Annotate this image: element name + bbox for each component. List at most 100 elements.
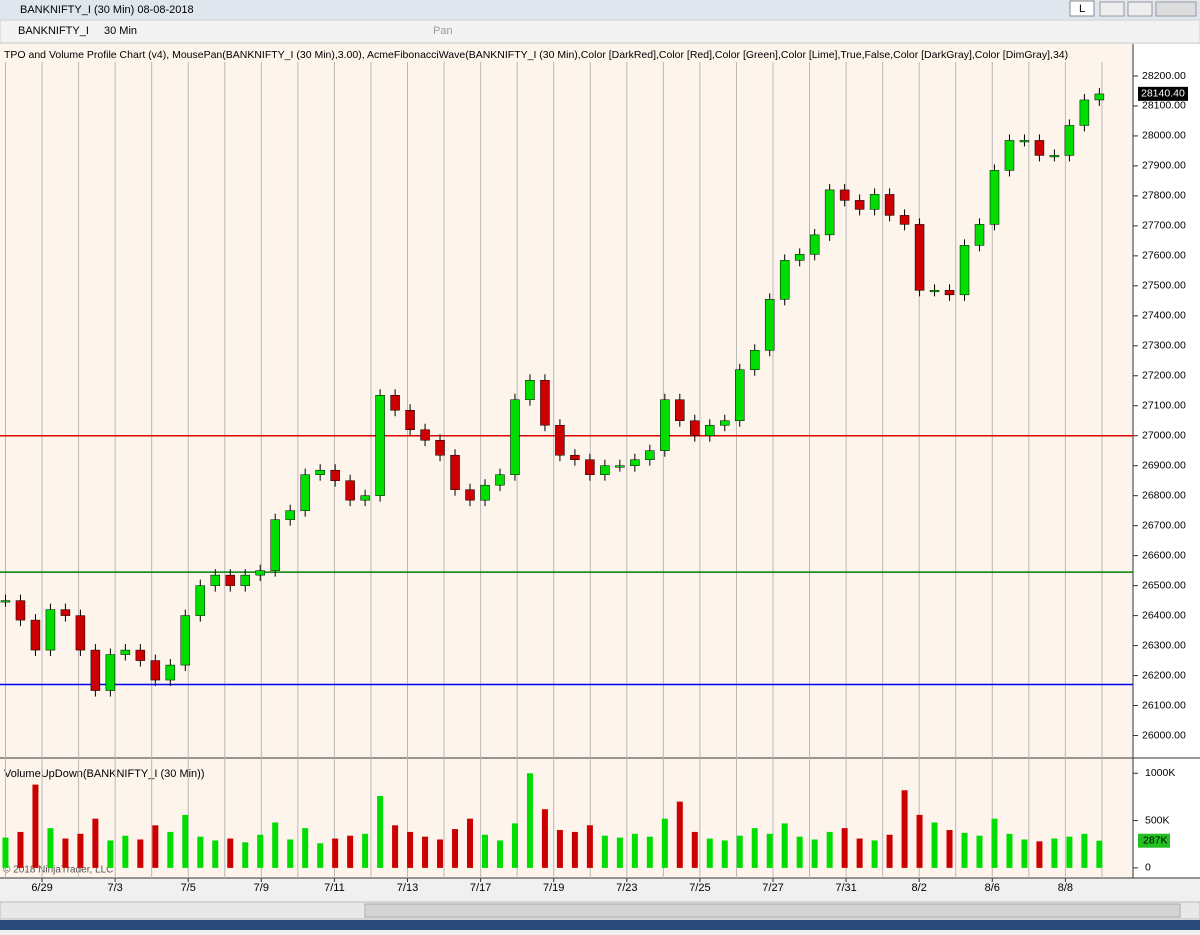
candle [165,664,176,681]
volume-bar [1006,833,1013,868]
volume-bar [616,837,623,868]
candle [645,450,655,460]
volume-bar [467,818,474,868]
volume-bar [901,790,908,868]
layout-button[interactable] [1069,0,1095,17]
x-tick-label: 8/2 [912,882,927,894]
candle [510,399,520,475]
scroll-thumb[interactable] [364,903,1181,918]
volume-bar [227,838,234,868]
x-tick-label: 7/23 [616,882,637,894]
volume-bar [332,838,339,868]
candle [615,465,625,468]
candle [270,519,280,571]
candle [1049,155,1060,158]
volume-bar [422,836,429,868]
axis-background [1133,44,1200,878]
x-tick-label: 7/13 [397,882,418,894]
volume-bar [646,836,653,868]
candle [734,369,745,421]
candle [884,194,895,216]
candle [105,654,116,691]
candle [300,474,310,511]
y-tick-label: 26800.00 [1142,489,1186,501]
candle [869,194,880,210]
volume-bar [931,822,938,868]
x-tick-label: 8/8 [1058,882,1073,894]
volume-bar [287,839,294,868]
volume-bar [961,832,968,868]
candle [794,254,805,261]
y-tick-label: 27700.00 [1142,220,1186,232]
candle [824,189,835,236]
volume-bar [721,840,728,868]
y-tick-label: 26200.00 [1142,669,1186,681]
instrument-select[interactable]: BANKNIFTY_I [18,25,89,37]
maximize-button[interactable] [1127,1,1153,17]
volume-bar [392,825,399,868]
volume-bar [1096,840,1103,868]
volume-bar [691,831,698,868]
volume-bar [92,818,99,868]
y-tick-label: 26600.00 [1142,549,1186,561]
close-button[interactable] [1155,1,1197,17]
candle [225,574,236,586]
y-tick-label: 26900.00 [1142,459,1186,471]
volume-bar [2,837,9,868]
volume-bar [706,838,713,868]
volume-bar [107,840,114,868]
volume-bar [167,831,174,868]
candle [1034,140,1045,156]
volume-bar [182,814,189,868]
candle [75,615,86,651]
minimize-button[interactable] [1099,1,1125,17]
x-tick-label: 7/5 [181,882,196,894]
candle [315,469,325,475]
candle [690,420,700,436]
volume-bar [571,831,578,868]
y-tick-label: 26100.00 [1142,699,1186,711]
y-tick-label: 27900.00 [1142,160,1186,172]
y-tick-label: 27300.00 [1142,340,1186,352]
volume-title: VolumeUpDown(BANKNIFTY_I (30 Min)) [4,768,205,780]
candle [435,439,445,456]
volume-bar [826,831,833,868]
y-tick-label: 1000K [1145,767,1175,779]
y-tick-label: 26000.00 [1142,729,1186,741]
volume-bar [766,833,773,868]
last-volume-box [1138,833,1170,848]
pan-button[interactable]: Pan [433,25,453,37]
window-title: BANKNIFTY_I (30 Min) 08-08-2018 [20,4,194,16]
candle [839,189,850,201]
x-tick-label: 7/27 [762,882,783,894]
x-tick-label: 7/31 [835,882,856,894]
candle [240,574,250,586]
candle [150,660,161,681]
volume-bar [347,835,354,868]
candle [764,299,775,351]
volume-bar [77,833,84,868]
volume-bar [556,830,563,868]
taskbar [0,920,1200,930]
volume-bar [377,795,384,868]
candle [540,380,550,426]
y-tick-label: 27200.00 [1142,370,1186,382]
candle [914,224,925,291]
volume-bar [976,835,983,868]
candle [285,510,295,520]
volume-bar [152,825,159,868]
candle [705,424,715,436]
x-tick-label: 7/17 [470,882,491,894]
layout-button-label[interactable]: L [1079,3,1085,15]
interval-select[interactable]: 30 Min [104,25,137,37]
volume-bar [1036,841,1043,868]
volume-bar [257,834,264,868]
volume-bar [841,828,848,868]
volume-bar [946,830,953,868]
volume-bar [302,828,309,868]
plot-background [0,44,1133,878]
volume-bar [751,828,758,868]
candle [1064,125,1075,156]
volume-bar [856,838,863,868]
